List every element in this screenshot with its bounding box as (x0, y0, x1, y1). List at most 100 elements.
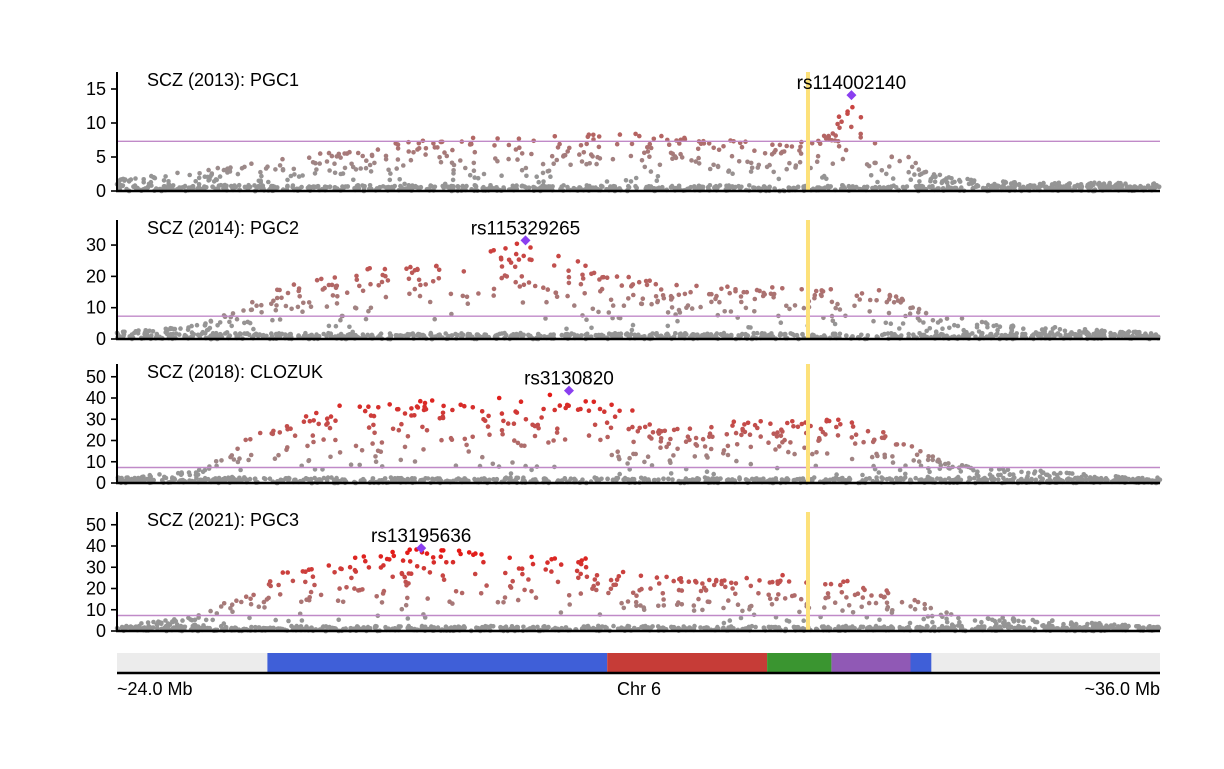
snp-point (117, 184, 123, 189)
snp-point (197, 171, 202, 176)
chromosome-label: Chr 6 (617, 679, 661, 699)
snp-point (1019, 469, 1024, 475)
snp-point (578, 571, 583, 577)
snp-point (366, 308, 371, 314)
snp-point (630, 322, 636, 328)
snp-point (584, 625, 590, 630)
snp-point (656, 581, 662, 586)
snp-point (845, 578, 850, 584)
snp-point (652, 477, 657, 483)
snp-point (698, 304, 703, 310)
snp-point (662, 428, 668, 434)
snp-point (908, 604, 913, 609)
snp-point (721, 605, 726, 611)
snp-point (418, 184, 424, 190)
snp-point (705, 455, 710, 460)
snp-point (257, 430, 263, 436)
snp-point (946, 461, 951, 466)
snp-point (531, 184, 536, 190)
snp-point (691, 608, 697, 613)
snp-point (923, 310, 929, 316)
snp-point (202, 323, 208, 328)
snp-point (777, 444, 782, 449)
snp-point (552, 556, 558, 561)
snp-point (396, 624, 402, 629)
snp-point (463, 165, 468, 171)
snp-point (288, 426, 293, 432)
snp-point (683, 439, 689, 445)
snp-point (918, 449, 923, 454)
snp-point (598, 183, 604, 189)
snp-point (430, 279, 436, 284)
snp-point (567, 145, 572, 151)
snp-point (773, 147, 778, 153)
snp-point (285, 184, 290, 190)
region-segment (767, 653, 832, 672)
snp-point (386, 167, 391, 173)
y-tick-label: 15 (86, 79, 106, 99)
snp-point (187, 172, 192, 178)
snp-point (418, 282, 423, 288)
snp-point (324, 422, 329, 427)
snp-point (517, 284, 523, 289)
snp-point (297, 624, 303, 630)
snp-point (761, 625, 767, 631)
snp-point (586, 408, 592, 414)
snp-point (777, 142, 783, 148)
snp-point (324, 416, 330, 422)
snp-point (321, 437, 326, 442)
snp-point (334, 301, 340, 306)
snp-point (509, 624, 515, 629)
snp-point (518, 399, 524, 405)
snp-point (1126, 623, 1131, 629)
snp-point (996, 477, 1001, 482)
snp-point (928, 605, 934, 611)
snp-point (307, 418, 313, 424)
snp-point (842, 186, 848, 191)
panel-4-lead-variant-marker (416, 543, 427, 554)
snp-point (312, 582, 317, 588)
snp-point (433, 263, 439, 269)
snp-point (363, 165, 369, 171)
snp-point (600, 275, 605, 280)
snp-point (661, 603, 667, 608)
snp-point (306, 300, 312, 305)
snp-point (406, 276, 412, 282)
snp-point (614, 477, 619, 483)
snp-point (529, 151, 534, 157)
snp-point (528, 245, 533, 250)
snp-point (408, 626, 414, 631)
snp-point (773, 447, 778, 452)
snp-point (275, 287, 280, 293)
snp-point (1106, 185, 1112, 191)
snp-point (596, 134, 602, 139)
snp-point (865, 428, 871, 434)
snp-point (498, 257, 504, 262)
snp-point (317, 151, 323, 156)
snp-point (1031, 185, 1037, 191)
snp-point (501, 418, 506, 424)
snp-point (642, 164, 648, 170)
snp-point (665, 310, 671, 315)
snp-point (1147, 478, 1152, 483)
snp-point (614, 577, 620, 582)
snp-point (879, 168, 885, 173)
snp-point (1066, 181, 1071, 187)
snp-point (819, 288, 824, 293)
panel-1-lead-variant-marker (846, 90, 857, 101)
snp-point (846, 603, 852, 608)
snp-point (432, 145, 438, 150)
snp-point (422, 400, 428, 406)
snp-point (967, 181, 973, 186)
snp-point (991, 476, 997, 482)
snp-point (367, 162, 373, 168)
snp-point (764, 164, 770, 170)
snp-point (432, 316, 438, 322)
snp-point (770, 285, 775, 290)
snp-point (694, 443, 700, 448)
snp-point (580, 276, 586, 281)
snp-point (247, 320, 253, 326)
snp-point (758, 434, 763, 439)
snp-point (401, 163, 406, 168)
